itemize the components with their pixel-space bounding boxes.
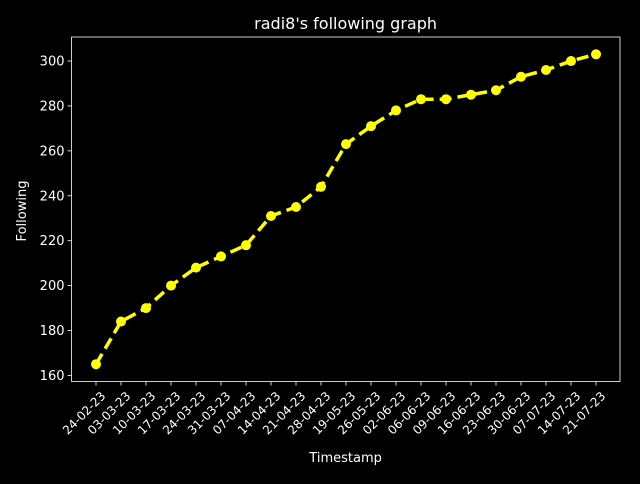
y-tick-label: 160 — [40, 369, 65, 384]
series — [91, 49, 601, 370]
x-axis-label: Timestamp — [308, 451, 382, 466]
data-point — [441, 94, 451, 105]
data-point — [141, 303, 151, 314]
data-point — [91, 359, 101, 370]
y-axis-label: Following — [15, 181, 30, 242]
data-point — [466, 89, 476, 100]
y-tick-label: 180 — [40, 324, 65, 339]
data-point — [191, 262, 201, 273]
y-tick-label: 240 — [40, 189, 65, 204]
data-point — [591, 49, 601, 60]
chart-title: radi8's following graph — [254, 14, 437, 33]
data-point — [541, 65, 551, 76]
data-point — [166, 280, 176, 291]
data-point — [391, 105, 401, 116]
y-tick-label: 220 — [40, 234, 65, 249]
plot-area — [71, 37, 620, 382]
data-point — [116, 316, 126, 327]
y-tick-label: 300 — [40, 55, 65, 70]
y-tick-label: 260 — [40, 144, 65, 159]
data-point — [516, 71, 526, 82]
data-point — [216, 251, 226, 262]
data-point — [316, 181, 326, 192]
data-point — [341, 139, 351, 150]
y-tick-label: 280 — [40, 99, 65, 114]
data-point — [291, 202, 301, 213]
data-point — [566, 56, 576, 67]
axes — [71, 36, 621, 382]
data-point — [366, 121, 376, 132]
data-point — [491, 85, 501, 96]
data-point — [241, 240, 251, 251]
y-tick-label: 200 — [40, 279, 65, 294]
data-point — [416, 94, 426, 105]
data-point — [266, 210, 276, 221]
